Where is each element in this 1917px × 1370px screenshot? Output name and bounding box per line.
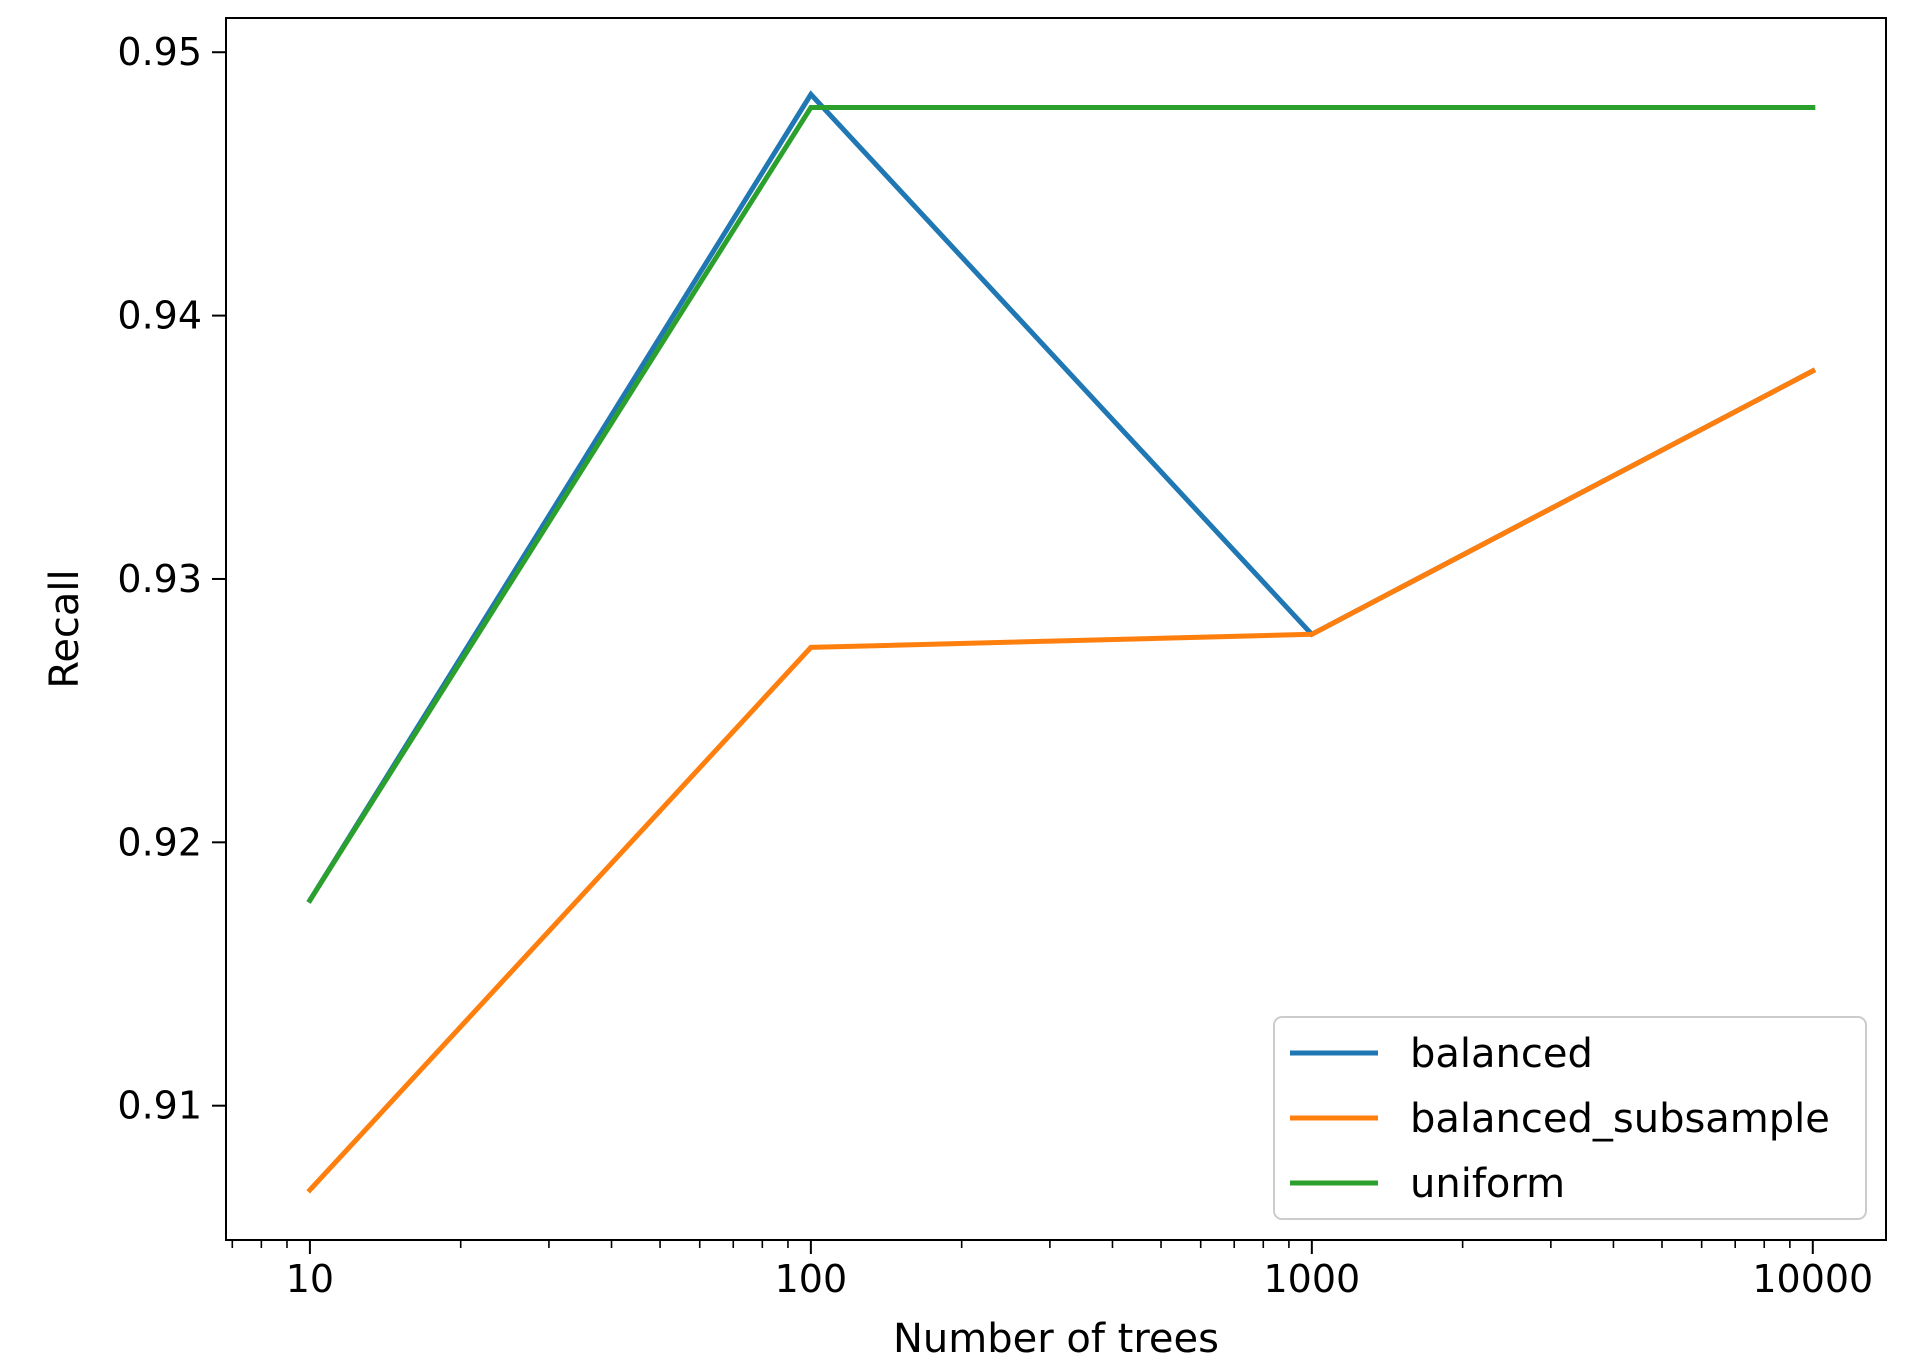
series-line-uniform bbox=[306, 105, 1816, 904]
legend-label: uniform bbox=[1410, 1161, 1565, 1207]
x-axis-label: Number of trees bbox=[893, 1316, 1219, 1362]
x-tick-label: 10 bbox=[286, 1257, 334, 1301]
plot-frame bbox=[225, 17, 1887, 1241]
y-axis-label: Recall bbox=[42, 569, 88, 688]
x-tick-label: 100 bbox=[775, 1257, 848, 1301]
y-tick-label: 0.94 bbox=[117, 294, 202, 338]
legend-label: balanced_subsample bbox=[1410, 1096, 1830, 1142]
series-line-balanced bbox=[306, 90, 1817, 904]
x-tick-label: 10000 bbox=[1752, 1257, 1873, 1301]
y-tick-label: 0.92 bbox=[117, 820, 202, 864]
legend-label: balanced bbox=[1410, 1031, 1593, 1077]
series-lines bbox=[306, 90, 1817, 1194]
x-tick-label: 1000 bbox=[1263, 1257, 1360, 1301]
series-line-balanced-subsample bbox=[306, 367, 1817, 1194]
legend-box bbox=[1273, 1016, 1867, 1220]
y-tick-label: 0.91 bbox=[117, 1084, 202, 1128]
y-tick-label: 0.93 bbox=[117, 557, 202, 601]
y-tick-label: 0.95 bbox=[117, 30, 202, 74]
axes: 10 100 1000 10000 0.91 0.92 0.93 0.94 0.95 Number… bbox=[42, 17, 1887, 1362]
